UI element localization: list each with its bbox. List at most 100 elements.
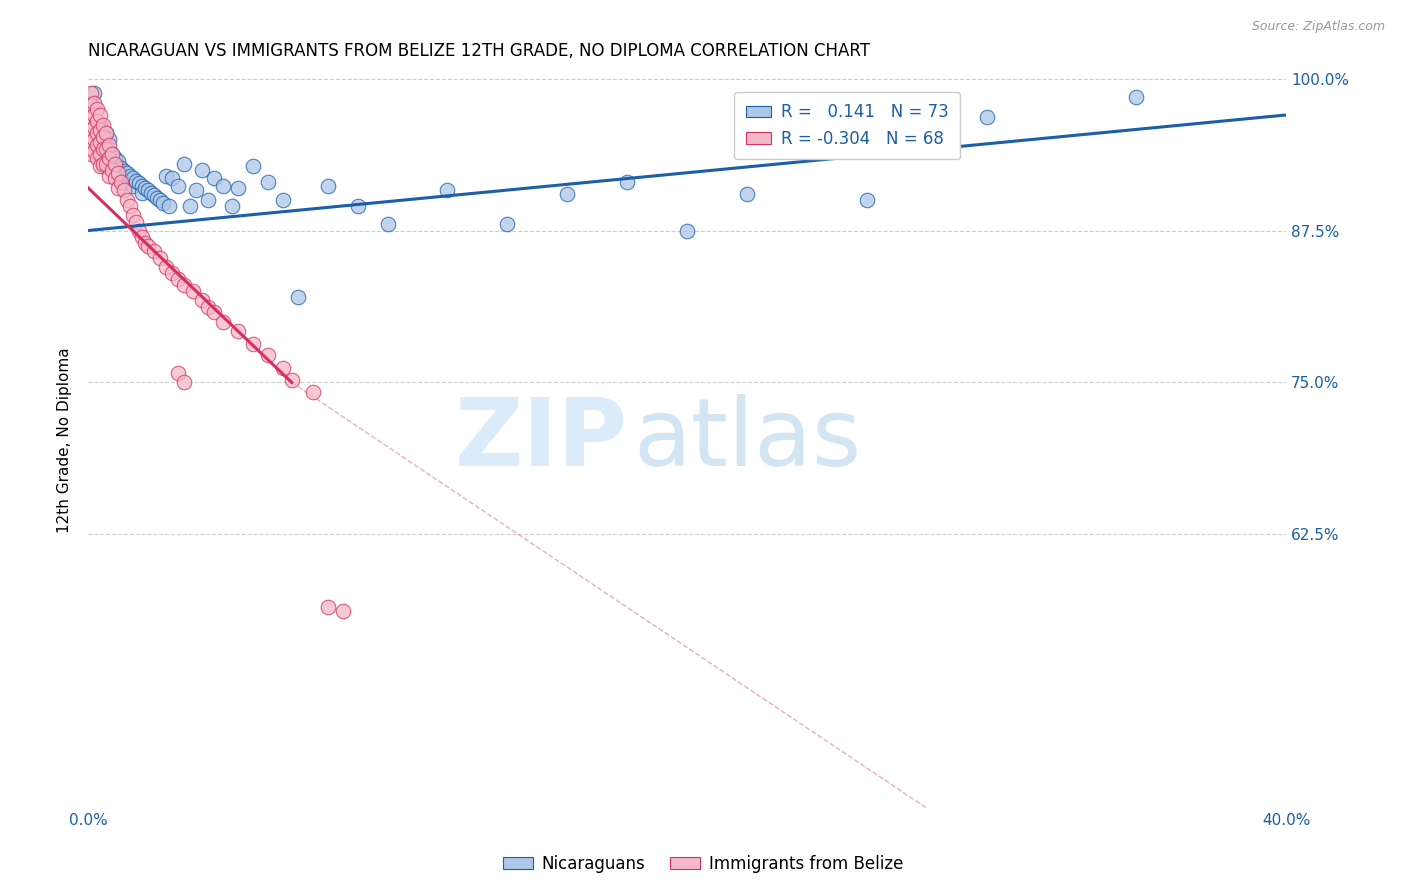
Point — [855, 193, 877, 207]
Point — [212, 178, 235, 193]
Point — [316, 178, 339, 193]
Text: atlas: atlas — [633, 394, 862, 486]
Point — [89, 147, 111, 161]
Point — [149, 193, 172, 207]
Point — [89, 122, 111, 136]
Point — [98, 151, 121, 165]
Point — [115, 166, 138, 180]
Point — [256, 175, 278, 189]
Point — [191, 293, 214, 307]
Point — [197, 300, 219, 314]
Point — [89, 108, 111, 122]
Point — [91, 159, 114, 173]
Point — [83, 132, 105, 146]
Point — [155, 169, 177, 183]
Point — [80, 147, 103, 161]
Point — [104, 156, 127, 170]
Point — [104, 151, 127, 165]
Point — [120, 169, 142, 183]
Point — [149, 252, 172, 266]
Point — [128, 176, 150, 190]
Point — [80, 111, 103, 125]
Point — [256, 347, 278, 361]
Point — [555, 187, 578, 202]
Point — [107, 166, 129, 180]
Point — [80, 86, 103, 100]
Point — [131, 186, 153, 200]
Legend: Nicaraguans, Immigrants from Belize: Nicaraguans, Immigrants from Belize — [496, 848, 910, 880]
Point — [107, 154, 129, 169]
Point — [143, 188, 166, 202]
Point — [94, 126, 117, 140]
Point — [104, 159, 127, 173]
Point — [173, 278, 195, 293]
Point — [104, 171, 127, 186]
Y-axis label: 12th Grade, No Diploma: 12th Grade, No Diploma — [58, 348, 72, 533]
Point — [101, 147, 124, 161]
Point — [125, 174, 148, 188]
Point — [287, 290, 309, 304]
Point — [98, 151, 121, 165]
Point — [202, 171, 225, 186]
Point — [107, 171, 129, 186]
Point — [83, 120, 105, 135]
Point — [101, 147, 124, 161]
Point — [616, 175, 638, 189]
Point — [139, 186, 162, 200]
Point — [1125, 89, 1147, 103]
Point — [94, 138, 117, 153]
Point — [160, 171, 183, 186]
Point — [94, 147, 117, 161]
Point — [332, 604, 354, 618]
Point — [112, 171, 135, 186]
Point — [128, 223, 150, 237]
Point — [281, 373, 304, 387]
Point — [91, 129, 114, 144]
Point — [271, 193, 294, 207]
Point — [91, 149, 114, 163]
Point — [83, 95, 105, 110]
Point — [202, 305, 225, 319]
Point — [221, 199, 243, 213]
Point — [191, 162, 214, 177]
Point — [167, 178, 190, 193]
Point — [89, 122, 111, 136]
Point — [107, 162, 129, 177]
Point — [94, 154, 117, 169]
Point — [125, 215, 148, 229]
Point — [101, 156, 124, 170]
Point — [98, 142, 121, 156]
Point — [197, 193, 219, 207]
Point — [167, 366, 190, 380]
Point — [184, 183, 207, 197]
Point — [122, 171, 145, 186]
Point — [167, 272, 190, 286]
Point — [173, 156, 195, 170]
Point — [226, 181, 249, 195]
Point — [89, 129, 111, 144]
Point — [94, 156, 117, 170]
Point — [86, 126, 108, 140]
Point — [316, 600, 339, 615]
Point — [212, 315, 235, 329]
Point — [110, 169, 132, 183]
Text: ZIP: ZIP — [454, 394, 627, 486]
Point — [131, 229, 153, 244]
Point — [346, 199, 368, 213]
Point — [735, 187, 758, 202]
Point — [94, 126, 117, 140]
Point — [98, 169, 121, 183]
Text: Source: ZipAtlas.com: Source: ZipAtlas.com — [1251, 20, 1385, 33]
Point — [80, 98, 103, 112]
Legend: R =   0.141   N = 73, R = -0.304   N = 68: R = 0.141 N = 73, R = -0.304 N = 68 — [734, 92, 960, 160]
Point — [112, 164, 135, 178]
Point — [112, 183, 135, 197]
Point — [80, 98, 103, 112]
Point — [179, 199, 201, 213]
Point — [122, 208, 145, 222]
Point — [80, 122, 103, 136]
Point — [122, 178, 145, 193]
Point — [136, 239, 159, 253]
Point — [160, 266, 183, 280]
Point — [83, 145, 105, 159]
